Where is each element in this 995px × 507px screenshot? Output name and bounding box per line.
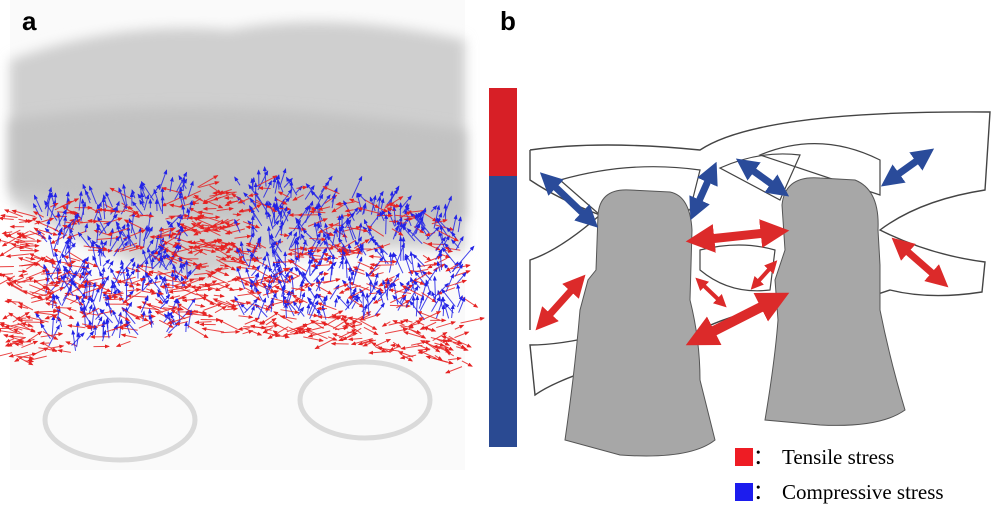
scale-bar-tensile bbox=[489, 88, 517, 176]
stress-vector bbox=[186, 322, 187, 332]
legend-separator: ： bbox=[753, 445, 774, 469]
stress-vector bbox=[88, 250, 112, 251]
stress-vector bbox=[259, 188, 271, 189]
stress-vector bbox=[319, 274, 328, 275]
legend: ： Tensile stress ： Compressive stress bbox=[735, 445, 944, 504]
stress-vector bbox=[443, 305, 444, 316]
legend-label: Compressive stress bbox=[782, 480, 944, 504]
panel-a: a bbox=[0, 0, 484, 470]
stress-vector bbox=[404, 219, 413, 220]
stress-vector bbox=[246, 260, 258, 261]
legend-swatch bbox=[735, 483, 753, 501]
tensile-arrow bbox=[543, 283, 578, 322]
stress-vector bbox=[291, 182, 292, 198]
stress-vector bbox=[56, 307, 69, 308]
scale-bar-compressive bbox=[489, 176, 517, 447]
panel-b: b ： Tensile stress ： Compressive stress bbox=[489, 6, 990, 504]
stress-vector bbox=[126, 308, 127, 320]
panel-label: b bbox=[500, 6, 516, 36]
stress-vector bbox=[386, 215, 387, 234]
stress-vector bbox=[25, 361, 33, 362]
legend-separator: ： bbox=[753, 480, 774, 504]
legend-label: Tensile stress bbox=[782, 445, 894, 469]
figure: a b ： Tensile stress ： Compressive stress bbox=[0, 0, 995, 507]
stress-vector bbox=[325, 297, 326, 305]
stress-vector bbox=[57, 267, 58, 279]
legend-swatch bbox=[735, 448, 753, 466]
panel-label: a bbox=[22, 6, 37, 36]
